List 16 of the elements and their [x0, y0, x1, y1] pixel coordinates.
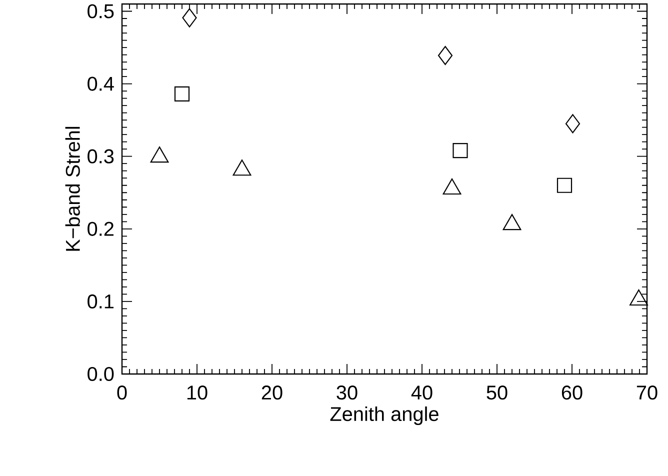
y-tick-label: 0.3: [88, 149, 114, 164]
y-axis-title: K−band Strehl: [65, 126, 80, 251]
y-tick-label: 0.1: [88, 294, 114, 308]
x-tick-label: 60: [562, 386, 582, 400]
y-tick-label: 0.4: [88, 76, 114, 91]
x-tick-label: 40: [411, 386, 432, 400]
x-tick-label: 50: [486, 386, 508, 400]
x-axis-title: Zenith angle: [330, 406, 438, 426]
y-tick-label: 0.2: [88, 222, 114, 236]
x-tick-label: 20: [262, 386, 282, 400]
x-tick-label: 30: [336, 386, 358, 400]
x-tick-label: 70: [636, 386, 658, 400]
x-tick-label: 10: [187, 386, 208, 400]
y-tick-label: 0.0: [88, 366, 114, 382]
y-tick-label: 0.5: [88, 4, 114, 18]
x-tick-label: 0: [117, 386, 127, 400]
